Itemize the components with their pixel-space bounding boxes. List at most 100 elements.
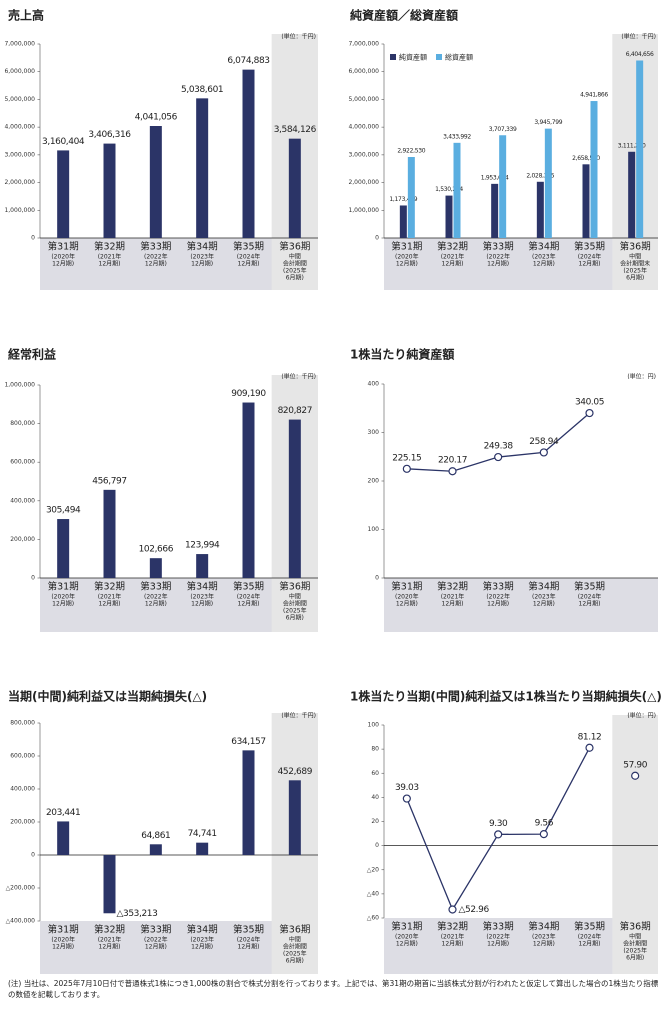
x-tick-label: 第31期 xyxy=(391,241,422,253)
point xyxy=(448,467,457,476)
x-tick-label: (2023年 xyxy=(190,253,214,261)
x-tick-label: 第35期 xyxy=(574,241,605,253)
y-tick-label: 800,000 xyxy=(10,720,35,727)
x-tick-label: 中間 xyxy=(289,253,301,261)
unit-label: (単位：千円) xyxy=(281,373,316,381)
y-tick-label: △400,000 xyxy=(6,918,36,925)
x-tick-label: 12月期) xyxy=(487,940,509,948)
value-label: 57.90 xyxy=(623,760,647,770)
y-tick-label: 200,000 xyxy=(10,536,35,543)
x-tick-label: 12月期) xyxy=(238,260,260,268)
x-tick-label: (2024年 xyxy=(578,933,602,941)
y-tick-label: 0 xyxy=(31,235,35,242)
y-tick-label: 2,000,000 xyxy=(348,179,379,186)
x-tick-label: 第35期 xyxy=(574,921,605,933)
legend-swatch xyxy=(390,54,396,60)
x-tick-label: 第35期 xyxy=(233,241,264,253)
bar xyxy=(590,101,598,239)
value-label: 4,041,056 xyxy=(135,113,178,123)
bar xyxy=(628,151,636,238)
x-tick-label: 12月期) xyxy=(238,600,260,608)
x-tick-label: (2021年 xyxy=(98,253,122,261)
y-tick-label: 5,000,000 xyxy=(4,96,35,103)
charts: 売上高 (単位：千円) 0 1,000,000 2,000,000 3,000,000 4,… xyxy=(4,8,662,974)
x-tick-label: 12月期) xyxy=(52,943,74,951)
x-tick-label: 中間 xyxy=(289,936,301,944)
x-tick-label: 第33期 xyxy=(140,581,171,593)
value-label: 1,530,214 xyxy=(435,186,463,193)
x-tick-label: 12月期) xyxy=(396,940,418,948)
x-tick-label: 12月期) xyxy=(442,940,464,948)
y-tick-label: 400,000 xyxy=(10,786,35,793)
x-tick-label: 12月期) xyxy=(145,600,167,608)
x-tick-label: 会計期間 xyxy=(283,260,307,268)
value-label: 3,433,992 xyxy=(443,133,471,140)
bar xyxy=(149,844,162,855)
x-tick-label: (2025年 xyxy=(283,267,307,275)
x-tick-label: 第33期 xyxy=(140,241,171,253)
chart-title: 1株当たり当期(中間)純利益又は1株当たり当期純損失(△) xyxy=(350,689,662,704)
x-tick-label: 第34期 xyxy=(528,921,559,933)
value-label: 74,741 xyxy=(188,829,217,839)
x-tick-label: 第31期 xyxy=(48,241,79,253)
x-tick-label: (2022年 xyxy=(144,253,168,261)
x-tick-label: 第31期 xyxy=(391,581,422,593)
value-label: 3,406,316 xyxy=(88,130,131,140)
x-tick-label: (2020年 xyxy=(395,933,419,941)
value-label: 6,404,656 xyxy=(626,51,654,58)
bar xyxy=(288,780,301,855)
value-label: 1,173,479 xyxy=(389,196,417,203)
value-label: 102,666 xyxy=(139,545,174,555)
y-tick-label: 4,000,000 xyxy=(348,124,379,131)
point xyxy=(539,448,548,457)
y-tick-label: 1,000,000 xyxy=(4,382,35,389)
x-tick-label: (2023年 xyxy=(532,933,556,941)
x-tick-label: (2020年 xyxy=(51,593,75,601)
x-tick-label: 12月期) xyxy=(191,260,213,268)
value-label: 64,861 xyxy=(141,831,170,841)
unit-label: (単位：千円) xyxy=(281,33,316,41)
y-tick-label: 3,000,000 xyxy=(4,151,35,158)
y-tick-label: 0 xyxy=(375,575,379,582)
x-tick-label: 12月期) xyxy=(191,600,213,608)
x-tick-label: 12月期) xyxy=(145,260,167,268)
y-tick-label: 4,000,000 xyxy=(4,124,35,131)
value-label: 9.56 xyxy=(535,819,554,829)
value-label: 3,707,339 xyxy=(489,126,517,133)
x-tick-label: 12月期) xyxy=(396,600,418,608)
unit-label: (単位：円) xyxy=(627,373,656,381)
bar xyxy=(582,164,590,238)
y-tick-label: 80 xyxy=(371,746,379,753)
bar xyxy=(407,157,415,238)
value-label: 220.17 xyxy=(438,456,467,466)
y-tick-label: 300 xyxy=(368,429,380,436)
y-tick-label: 5,000,000 xyxy=(348,96,379,103)
x-tick-label: (2023年 xyxy=(532,253,556,261)
value-label: 2,922,530 xyxy=(397,148,425,155)
y-tick-label: 0 xyxy=(31,575,35,582)
x-tick-label: 第36期 xyxy=(279,241,310,253)
x-tick-label: 6月期) xyxy=(286,614,304,622)
x-tick-label: (2025年 xyxy=(283,607,307,615)
y-tick-label: △20 xyxy=(367,866,379,873)
x-tick-label: 12月期) xyxy=(99,943,121,951)
y-tick-label: △60 xyxy=(367,915,379,922)
y-tick-label: 100 xyxy=(368,722,380,729)
x-tick-label: 12月期) xyxy=(52,260,74,268)
x-tick-label: 会計期間 xyxy=(283,943,307,951)
value-label: 203,441 xyxy=(46,808,80,818)
x-tick-label: 第32期 xyxy=(94,241,125,253)
x-tick-label: 第31期 xyxy=(48,581,79,593)
unit-label: (単位：千円) xyxy=(621,33,656,41)
bar xyxy=(57,519,70,578)
point xyxy=(448,905,457,914)
bar xyxy=(288,419,301,578)
value-label: 909,190 xyxy=(231,389,266,399)
bar xyxy=(288,138,301,238)
x-tick-label: (2024年 xyxy=(237,936,261,944)
bar xyxy=(57,150,70,238)
y-tick-label: 400 xyxy=(368,381,380,388)
x-tick-label: (2023年 xyxy=(190,593,214,601)
x-tick-label: 第31期 xyxy=(391,921,422,933)
x-tick-label: (2020年 xyxy=(51,936,75,944)
